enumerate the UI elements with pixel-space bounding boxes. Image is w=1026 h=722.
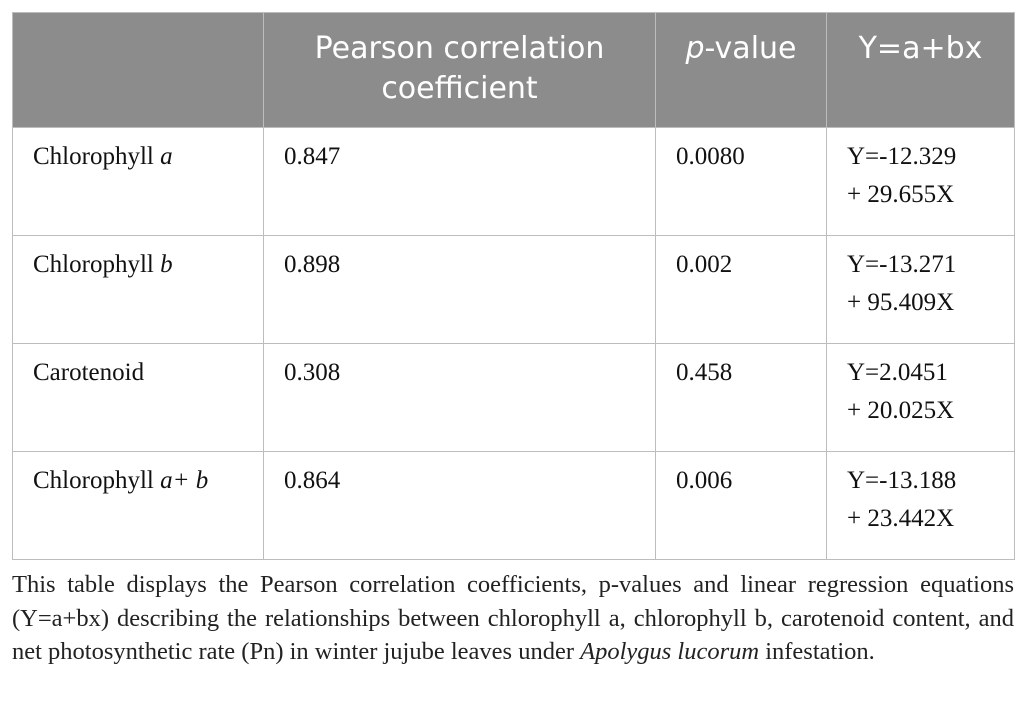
r-cell: 0.847 — [263, 127, 656, 236]
equation-line: Y=-13.271 — [847, 251, 957, 278]
header-cell: Y=a+bx — [826, 12, 1015, 128]
equation-line: Y=-12.329 — [847, 143, 957, 170]
header-text: p — [685, 31, 705, 66]
eq-cell: Y=-13.188 + 23.442X — [826, 451, 1015, 560]
caption-text: infestation. — [765, 638, 875, 665]
p-value: 0.006 — [676, 467, 733, 494]
p-value: 0.0080 — [676, 143, 745, 170]
header-text: -value — [704, 31, 797, 66]
header-row: Pearson correlation coefficient p-value … — [12, 12, 1015, 128]
row-label-cell: Chlorophyll a+ b — [12, 451, 264, 560]
row-label: Chlorophyll — [33, 251, 154, 278]
table-row: Chlorophyll b 0.898 0.002 Y=-13.271 + 95.409… — [12, 235, 1015, 344]
caption-italic: Apolygus lucorum — [580, 638, 760, 665]
row-label: b — [160, 251, 173, 278]
equation-line: Y=-13.188 — [847, 467, 957, 494]
p-cell: 0.002 — [655, 235, 827, 344]
p-cell: 0.006 — [655, 451, 827, 560]
p-cell: 0.458 — [655, 343, 827, 452]
table-row: Chlorophyll a 0.847 0.0080 Y=-12.329 + 29.65… — [12, 127, 1015, 236]
table-row: Carotenoid 0.308 0.458 Y=2.0451 + 20.025X — [12, 343, 1015, 452]
row-label: Carotenoid — [33, 359, 145, 386]
equation-line: + 95.409X — [847, 289, 955, 316]
row-label-cell: Carotenoid — [12, 343, 264, 452]
row-label: a+ — [160, 467, 190, 494]
r-value: 0.847 — [284, 143, 341, 170]
r-cell: 0.308 — [263, 343, 656, 452]
p-value: 0.458 — [676, 359, 733, 386]
equation-line: Y=2.0451 — [847, 359, 948, 386]
row-label-cell: Chlorophyll b — [12, 235, 264, 344]
eq-cell: Y=-13.271 + 95.409X — [826, 235, 1015, 344]
row-label-cell: Chlorophyll a — [12, 127, 264, 236]
eq-cell: Y=-12.329 + 29.655X — [826, 127, 1015, 236]
row-label: Chlorophyll — [33, 143, 154, 170]
header-cell — [12, 12, 264, 128]
row-label: b — [195, 467, 209, 494]
data-table: Pearson correlation coefficient p-value … — [12, 12, 1015, 560]
equation-line: + 29.655X — [847, 181, 955, 208]
header-cell: Pearson correlation coefficient — [263, 12, 656, 128]
table-row: Chlorophyll a+ b 0.864 0.006 Y=-13.188 + 23.… — [12, 451, 1015, 560]
r-value: 0.308 — [284, 359, 341, 386]
r-value: 0.864 — [284, 467, 341, 494]
r-value: 0.898 — [284, 251, 341, 278]
header-cell: p-value — [655, 12, 827, 128]
r-cell: 0.864 — [263, 451, 656, 560]
row-label: a — [160, 143, 173, 170]
equation-line: + 20.025X — [847, 397, 955, 424]
p-value: 0.002 — [676, 251, 733, 278]
eq-cell: Y=2.0451 + 20.025X — [826, 343, 1015, 452]
r-cell: 0.898 — [263, 235, 656, 344]
equation-line: + 23.442X — [847, 505, 955, 532]
table-body: Chlorophyll a 0.847 0.0080 Y=-12.329 + 29.65… — [12, 127, 1015, 560]
caption: This table displays the Pearson correlat… — [12, 568, 1014, 669]
header-text: Pearson correlation coefficient — [314, 31, 605, 106]
header-text: Y=a+bx — [858, 31, 983, 66]
p-cell: 0.0080 — [655, 127, 827, 236]
row-label: Chlorophyll — [33, 467, 154, 494]
caption-text: This table displays the Pearson correlat… — [12, 571, 1014, 665]
